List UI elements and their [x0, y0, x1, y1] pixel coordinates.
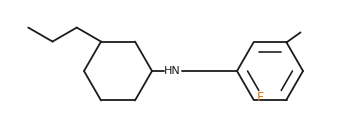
Text: F: F — [257, 91, 264, 104]
Text: HN: HN — [164, 66, 180, 76]
